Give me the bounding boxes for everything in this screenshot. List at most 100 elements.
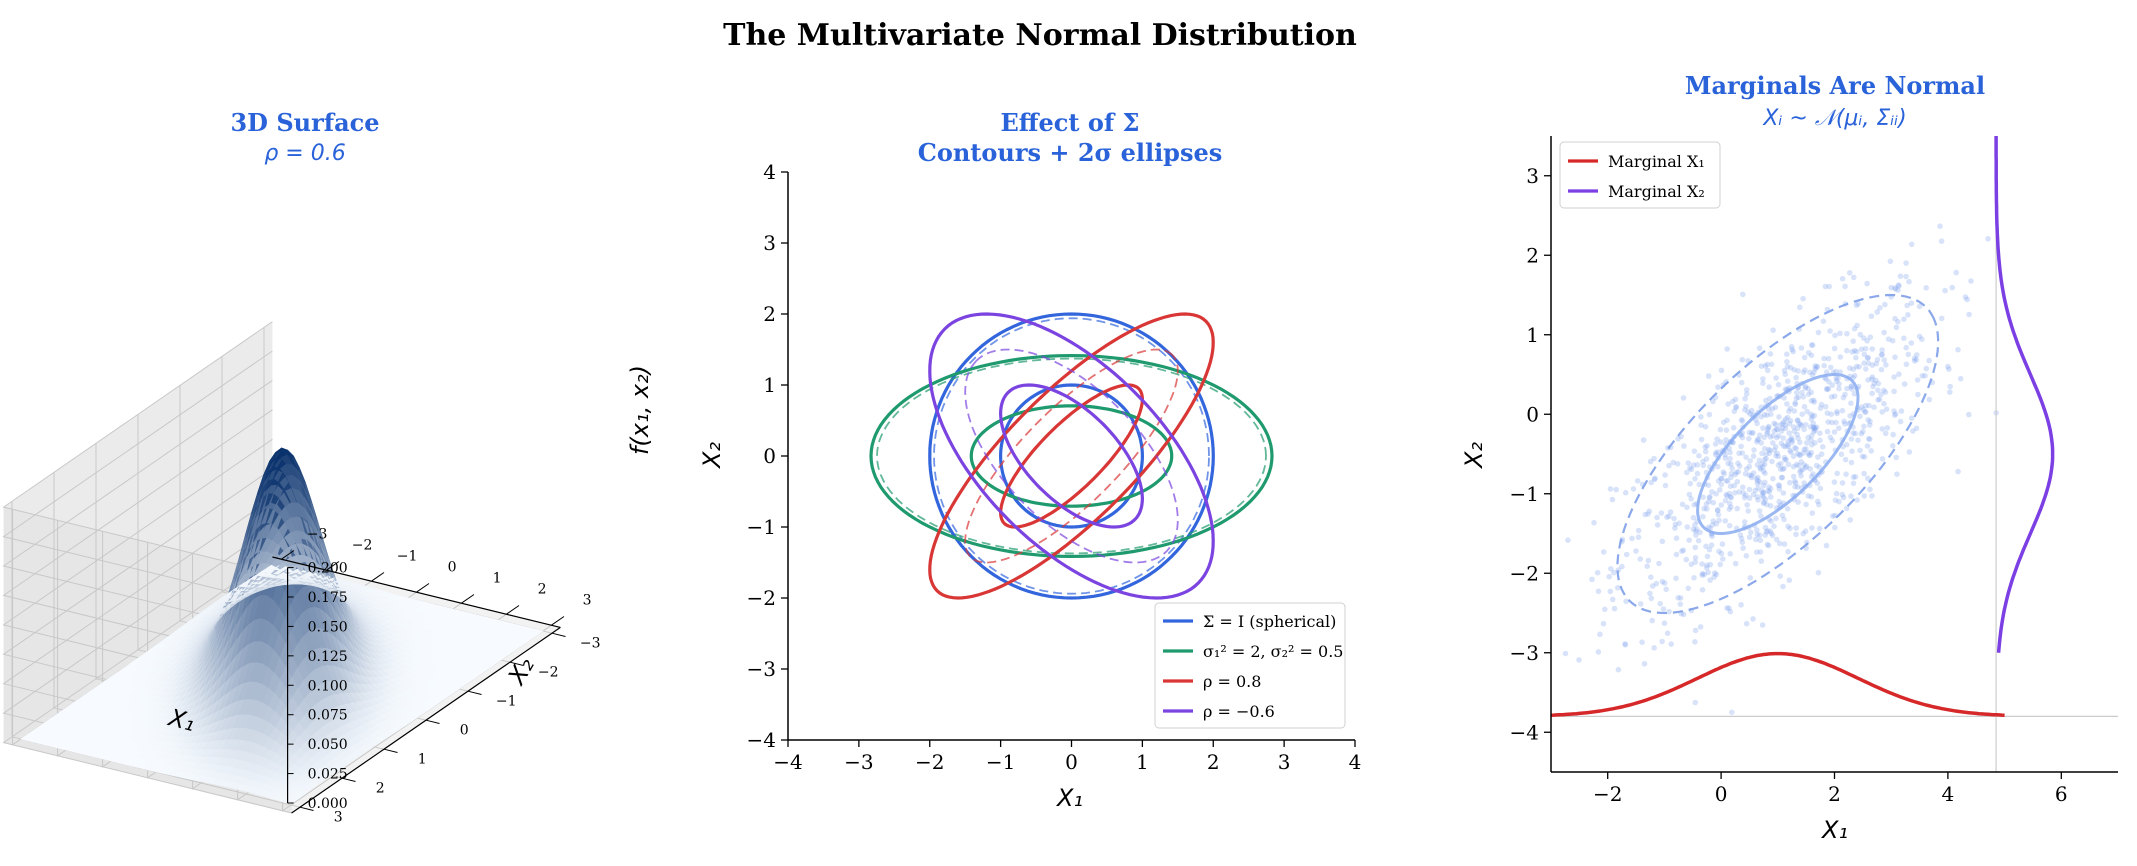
x-tick-label: 2 [538, 582, 547, 598]
scatter-point [1673, 535, 1680, 541]
scatter-point [1812, 363, 1818, 369]
scatter-point [1666, 513, 1672, 519]
ellipse-2sigma-0 [933, 317, 1210, 595]
scatter-point [1840, 394, 1847, 401]
scatter-point [1662, 482, 1669, 489]
scatter-point [1766, 484, 1772, 490]
scatter-point [1790, 473, 1797, 480]
scatter-point [1727, 449, 1733, 456]
scatter-point [1718, 550, 1725, 557]
scatter-point [1955, 468, 1961, 475]
scatter-point [1893, 324, 1900, 331]
scatter-point [1824, 386, 1830, 392]
scatter-point [1781, 418, 1787, 425]
contour-2-2 [928, 312, 1215, 600]
scatter-point [1892, 411, 1899, 417]
scatter-point [1739, 539, 1746, 546]
scatter-point [1897, 418, 1904, 425]
scatter-point [1849, 448, 1855, 455]
scatter-point [1760, 376, 1766, 382]
scatter-point [1839, 480, 1846, 486]
scatter-point [1905, 312, 1911, 318]
ellipse-2sigma [1616, 293, 1940, 615]
scatter-point [1696, 481, 1702, 488]
legend-label: ρ = −0.6 [1203, 702, 1275, 721]
y-tick-label: 2 [1526, 243, 1539, 267]
scatter-point [1949, 284, 1955, 291]
scatter-point [1831, 393, 1838, 400]
scatter-point [1814, 364, 1820, 371]
scatter-point [1833, 419, 1839, 426]
scatter-point [1700, 462, 1707, 469]
scatter-point [1800, 295, 1806, 302]
scatter-point [1808, 449, 1815, 456]
scatter-point [1826, 283, 1832, 290]
scatter-point [1810, 424, 1817, 430]
scatter-point [1781, 395, 1787, 401]
scatter-point [1654, 514, 1660, 521]
scatter-point [1857, 447, 1863, 454]
scatter-point [1706, 546, 1713, 553]
scatter-point [1652, 475, 1658, 482]
grid-line [2, 379, 292, 637]
scatter-point [1694, 470, 1701, 477]
scatter-point [1832, 332, 1838, 339]
scatter-point [1765, 488, 1771, 494]
y-tick-label: −1 [1510, 482, 1539, 506]
scatter-point [1883, 362, 1889, 368]
scatter-point [1955, 346, 1961, 353]
scatter-point [1824, 386, 1830, 393]
x-tick-label: 2 [1828, 782, 1841, 806]
scatter-point [1801, 462, 1807, 468]
z-tick-label: 0.000 [308, 796, 348, 812]
scatter-point [1753, 549, 1760, 555]
scatter-point [1741, 519, 1748, 525]
scatter-point [1661, 620, 1668, 626]
scatter-point [1718, 475, 1724, 482]
scatter-point [1811, 399, 1817, 405]
scatter-point [1911, 358, 1918, 364]
scatter-point [1706, 495, 1713, 501]
scatter-point [1794, 431, 1800, 438]
scatter-point [1767, 503, 1774, 509]
scatter-point [1824, 428, 1831, 435]
scatter-point [1772, 444, 1779, 450]
scatter-point [1801, 354, 1808, 361]
scatter-point [1767, 351, 1774, 357]
scatter-point [1699, 561, 1705, 567]
scatter-point [1864, 338, 1870, 344]
scatter-point [1760, 425, 1766, 431]
scatter-point [1805, 391, 1812, 398]
scatter-point [1762, 470, 1768, 477]
scatter-point [1846, 365, 1853, 371]
scatter-point [1779, 425, 1786, 431]
scatter-point [1780, 583, 1786, 590]
x-tick-label: −2 [915, 750, 944, 774]
scatter-point [1847, 517, 1853, 523]
y-tick-label: 2 [376, 781, 385, 797]
scatter-point [1656, 560, 1662, 567]
scatter-point [1773, 452, 1779, 459]
scatter-point [1848, 493, 1854, 500]
scatter-point [1877, 305, 1883, 311]
scatter-point [1906, 449, 1913, 455]
scatter-point [1671, 515, 1677, 522]
scatter-point [1789, 439, 1795, 446]
y-tick [551, 632, 566, 637]
scatter-point [1869, 362, 1876, 368]
scatter-point [1747, 411, 1753, 417]
scatter-point [1776, 540, 1783, 547]
scatter-point [1848, 400, 1854, 407]
scatter-point [1765, 542, 1772, 549]
scatter-point [1698, 436, 1705, 443]
scatter-point [1790, 453, 1797, 460]
scatter-point [1837, 354, 1844, 360]
scatter-point [1830, 513, 1836, 519]
scatter-point [1803, 501, 1809, 508]
scatter-point [1879, 426, 1885, 432]
y-tick-label: 4 [763, 160, 776, 184]
scatter-point [1562, 650, 1569, 657]
scatter-point [1863, 366, 1869, 372]
scatter-point [1865, 377, 1871, 383]
scatter-point [1793, 461, 1800, 468]
